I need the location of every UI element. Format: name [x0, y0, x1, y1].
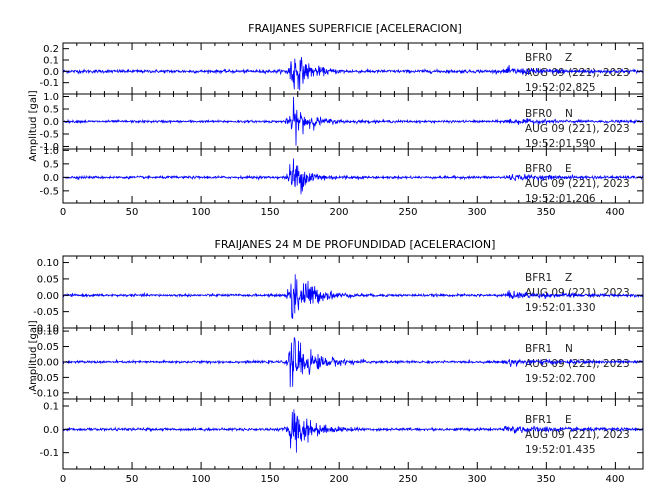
top-panel-z-station: BFR0	[525, 52, 552, 64]
bottom-x-tick-label: 100	[191, 474, 210, 485]
top-panel-n-y-tick-label: -1.0	[39, 142, 59, 153]
bottom-panel-e: BFR1 E AUG 09 (221), 2023 19:52:01.435 0…	[39, 398, 644, 470]
bottom-panel-n-station: BFR1	[525, 343, 552, 355]
bottom-panel-z-component: Z	[565, 272, 572, 284]
bottom-panel-e-y-tick-label: 0.0	[43, 425, 59, 436]
top-x-tick-label: 100	[191, 207, 210, 218]
bottom-x-tick-label: 0	[60, 474, 66, 485]
bottom-panel-n: BFR1 N AUG 09 (221), 2023 19:52:02.700 0…	[33, 327, 644, 400]
bottom-x-tick-label: 200	[329, 474, 348, 485]
top-panel-z-y-tick-label: 0.2	[43, 44, 59, 55]
top-panel-n-y-tick-label: 1.0	[43, 92, 59, 103]
top-panel-n-y-tick-label: 0.0	[43, 117, 59, 128]
top-panel-e-y-tick-label: -0.5	[39, 186, 59, 197]
bottom-panel-z-date: AUG 09 (221), 2023	[525, 287, 630, 299]
top-panel-n-component: N	[565, 108, 573, 120]
bottom-panel-z-y-tick-label: 0.00	[37, 291, 59, 302]
top-panel-n-y-tick-label: 0.5	[43, 105, 59, 116]
top-x-tick-label: 400	[605, 207, 624, 218]
top-panel-n-y-tick-label: -0.5	[39, 130, 59, 141]
top-panel-n-date: AUG 09 (221), 2023	[525, 123, 630, 135]
bottom-x-tick-label: 350	[536, 474, 555, 485]
top-panel-n-trace	[62, 96, 644, 146]
top-panel-n: BFR0 N AUG 09 (221), 2023 19:52:01.590 1…	[39, 92, 644, 153]
top-panel-z-component: Z	[565, 52, 572, 64]
top-x-tick-label: 250	[398, 207, 417, 218]
top-panel-z: BFR0 Z AUG 09 (221), 2023 19:52:02.825 0…	[39, 42, 644, 95]
top-panel-e-trace	[62, 158, 644, 195]
bottom-x-tick-label: 150	[260, 474, 279, 485]
bottom-chart-title: FRAIJANES 24 M DE PROFUNDIDAD [ACELERACI…	[215, 238, 496, 251]
bottom-panel-n-y-tick-label: 0.10	[37, 327, 59, 338]
top-panel-n-time: 19:52:01.590	[525, 138, 596, 150]
bottom-panel-e-trace	[62, 409, 644, 453]
bottom-panel-n-y-tick-label: 0.00	[37, 358, 59, 369]
bottom-x-tick-label: 400	[605, 474, 624, 485]
bottom-y-axis-label: Amplitud [gal]	[28, 320, 39, 391]
bottom-panel-z-y-tick-label: -0.10	[33, 324, 59, 335]
bottom-x-tick-label: 50	[126, 474, 139, 485]
top-panel-z-y-tick-label: 0.1	[43, 56, 59, 67]
bottom-panel-z-time: 19:52:01.330	[525, 302, 596, 314]
top-panel-z-time: 19:52:02.825	[525, 82, 596, 94]
top-x-tick-label: 300	[467, 207, 486, 218]
bottom-panel-n-component: N	[565, 343, 573, 355]
bottom-panel-n-y-tick-label: -0.10	[33, 388, 59, 399]
top-chart-title: FRAIJANES SUPERFICIE [ACELERACION]	[248, 22, 462, 35]
top-panel-e-y-tick-label: 1.0	[43, 146, 59, 157]
top-panel-e-time: 19:52:01.206	[525, 193, 596, 205]
top-panel-z-trace	[62, 56, 644, 91]
top-panel-e-component: E	[565, 163, 572, 175]
bottom-panel-e-y-tick-label: -0.1	[39, 448, 59, 459]
top-x-tick-label: 150	[260, 207, 279, 218]
top-panel-e-date: AUG 09 (221), 2023	[525, 178, 630, 190]
top-x-tick-label: 350	[536, 207, 555, 218]
bottom-panel-z-station: BFR1	[525, 272, 552, 284]
top-panel-z-y-tick-label: -0.1	[39, 78, 59, 89]
bottom-panel-z: BFR1 Z AUG 09 (221), 2023 19:52:01.330 0…	[33, 255, 644, 335]
top-panel-n-station: BFR0	[525, 108, 552, 120]
bottom-panel-e-y-tick-label: 0.1	[43, 402, 59, 413]
bottom-panel-z-trace	[62, 274, 644, 320]
bottom-x-axis: 0 50 100 150 200 250 300 350 400	[60, 474, 625, 485]
bottom-panel-n-y-tick-label: 0.05	[37, 342, 59, 353]
top-x-tick-label: 0	[60, 207, 66, 218]
bottom-panel-e-time: 19:52:01.435	[525, 444, 596, 456]
top-panel-z-y-tick-label: 0.0	[43, 67, 59, 78]
top-panel-e-y-tick-label: 0.5	[43, 159, 59, 170]
top-panel-e-y-tick-label: 0.0	[43, 173, 59, 184]
top-panel-z-date: AUG 09 (221), 2023	[525, 67, 630, 79]
top-x-axis: 0 50 100 150 200 250 300 350 400	[60, 207, 625, 218]
bottom-panel-e-component: E	[565, 414, 572, 426]
bottom-x-tick-label: 300	[467, 474, 486, 485]
top-x-tick-label: 50	[126, 207, 139, 218]
bottom-panel-z-y-tick-label: -0.05	[33, 307, 59, 318]
bottom-panel-e-station: BFR1	[525, 414, 552, 426]
bottom-panel-e-date: AUG 09 (221), 2023	[525, 429, 630, 441]
top-panel-e-station: BFR0	[525, 163, 552, 175]
bottom-panel-n-time: 19:52:02.700	[525, 373, 596, 385]
top-panel-e: BFR0 E AUG 09 (221), 2023 19:52:01.206 1…	[39, 146, 644, 205]
bottom-panel-n-y-tick-label: -0.05	[33, 373, 59, 384]
bottom-panel-z-y-tick-label: 0.10	[37, 258, 59, 269]
bottom-x-tick-label: 250	[398, 474, 417, 485]
top-y-axis-label: Amplitud [gal]	[28, 90, 39, 161]
bottom-panel-z-y-tick-label: 0.05	[37, 274, 59, 285]
bottom-panel-n-trace	[62, 337, 644, 388]
top-x-tick-label: 200	[329, 207, 348, 218]
